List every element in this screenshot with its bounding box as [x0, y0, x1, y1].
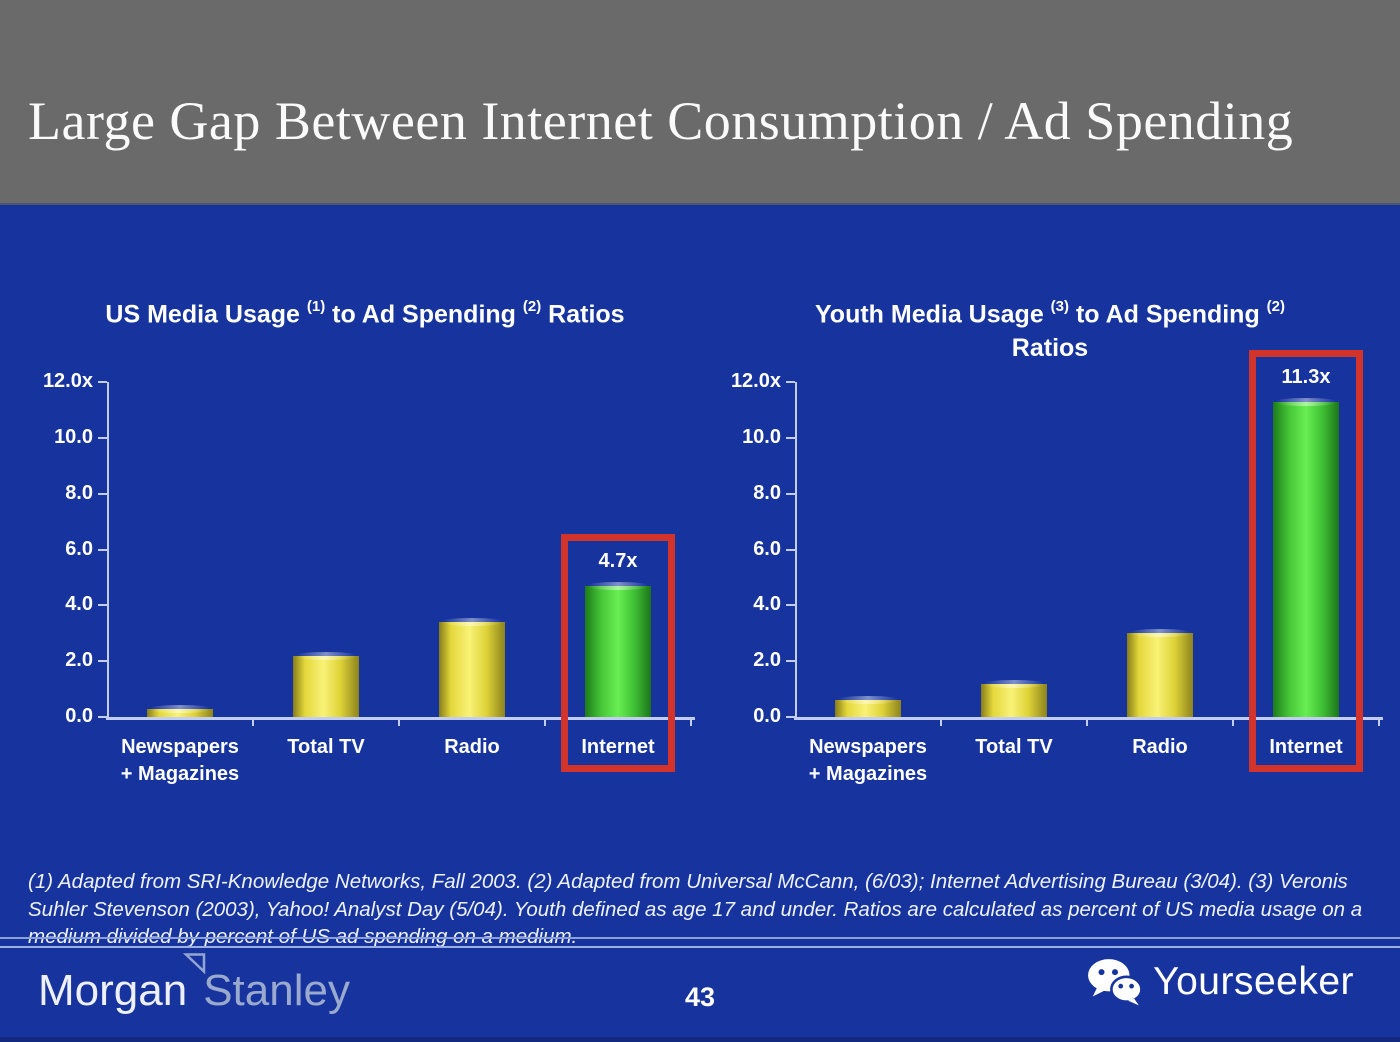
title-band: Large Gap Between Internet Consumption /…: [0, 0, 1400, 205]
bar-top-cap: [1127, 629, 1193, 638]
wechat-icon: [1088, 959, 1143, 1006]
bottom-strip: [0, 1037, 1400, 1042]
y-axis-label: 4.0: [753, 593, 781, 616]
brand-morgan: Morgan: [38, 966, 188, 1015]
bar-total-tv: [293, 651, 359, 717]
category-label-radio: Radio: [444, 736, 500, 758]
y-axis-label: 0.0: [65, 705, 93, 727]
bar-top-cap: [293, 651, 359, 660]
category-label-internet: Internet: [581, 736, 655, 758]
category-label-newspapers: Newspapers + Magazines: [808, 736, 928, 785]
bar-total-tv: [981, 679, 1047, 717]
watermark: Yourseeker: [1087, 958, 1354, 1006]
y-axis-label: 12.0x: [730, 370, 781, 392]
y-axis-tick: [98, 492, 107, 495]
title-superscript: (3): [1050, 298, 1070, 315]
bar-top-cap: [585, 581, 651, 590]
bar-top-cap: [147, 704, 213, 713]
bar-radio: [1127, 629, 1193, 717]
y-axis-tick: [786, 716, 795, 718]
y-axis-label: 10.0: [54, 425, 93, 448]
y-axis-label: 10.0: [742, 425, 781, 448]
watermark-label: Yourseeker: [1153, 960, 1354, 1003]
category-label-radio: Radio: [1132, 736, 1188, 758]
highlight-box: [1249, 349, 1363, 772]
y-axis-tick: [786, 548, 795, 551]
slide-title: Large Gap Between Internet Consumption /…: [28, 91, 1294, 151]
y-axis-label: 8.0: [753, 481, 781, 504]
x-axis-tick: [252, 718, 254, 726]
us-media-chart-title: US Media Usage (1) to Ad Spending (2) Ra…: [105, 298, 625, 329]
y-axis-label: 0.0: [753, 705, 781, 727]
y-axis-label: 2.0: [65, 649, 93, 672]
bar-top-cap: [439, 618, 505, 627]
category-label-total-tv: Total TV: [975, 736, 1053, 758]
footnote: (1) Adapted from SRI-Knowledge Networks,…: [28, 870, 1363, 948]
us-media-chart: 12.0x 10.0 8.0 6.0 4.0 2.0 0.0 Newspapers + Maga…: [43, 370, 695, 785]
bar-newspapers: [835, 696, 901, 717]
x-axis-tick: [398, 718, 400, 726]
y-axis-tick: [98, 716, 107, 718]
x-axis-tick: [1378, 718, 1380, 726]
page-number: 43: [684, 982, 716, 1012]
bar-top-cap: [835, 696, 901, 705]
y-axis-label: 4.0: [65, 593, 93, 616]
bar-newspapers: [147, 704, 213, 717]
category-label-newspapers: Newspapers + Magazines: [120, 736, 240, 785]
highlight-box: [561, 533, 675, 772]
y-axis-label: 6.0: [753, 537, 781, 560]
y-axis-tick: [98, 381, 107, 383]
y-axis-tick: [98, 660, 107, 663]
y-axis-label: 2.0: [753, 649, 781, 672]
youth-media-chart: 12.0x 10.0 8.0 6.0 4.0 2.0 0.0 Newspapers + Maga…: [731, 349, 1383, 785]
title-superscript: (2): [1266, 298, 1286, 315]
y-axis-tick: [786, 604, 795, 607]
y-axis: [795, 382, 797, 720]
y-axis-tick: [98, 548, 107, 551]
bar-top-cap: [1273, 397, 1339, 406]
y-axis-label: 6.0: [65, 537, 93, 560]
bar-top-cap: [981, 679, 1047, 688]
bar-internet: [585, 581, 651, 717]
bar-value-label: 11.3x: [1281, 365, 1331, 388]
brand-stanley: Stanley: [203, 966, 350, 1015]
bar-value-label: 4.7x: [598, 549, 638, 572]
x-axis-tick: [690, 718, 692, 726]
youth-media-chart-title: Youth Media Usage (3) to Ad Spending (2)…: [814, 298, 1286, 363]
y-axis-label: 12.0x: [42, 370, 93, 392]
y-axis: [107, 382, 109, 720]
y-axis-tick: [786, 436, 795, 439]
y-axis-tick: [98, 436, 107, 439]
x-axis-tick: [1086, 718, 1088, 726]
footnote-divider: [0, 937, 1400, 948]
title-superscript: (1): [306, 298, 326, 315]
morgan-stanley-logo: Morgan Stanley: [38, 953, 350, 1016]
x-axis-tick: [544, 718, 546, 726]
title-superscript: (2): [522, 298, 542, 315]
x-axis: [794, 717, 1383, 720]
x-axis-tick: [1232, 718, 1234, 726]
bar-internet: [1273, 397, 1339, 717]
y-axis-tick: [786, 492, 795, 495]
category-label-internet: Internet: [1269, 736, 1343, 758]
morgan-stanley-triangle-icon: [183, 953, 206, 974]
y-axis-tick: [786, 660, 795, 663]
y-axis-tick: [786, 381, 795, 383]
footer: Morgan Stanley 43 Yourseeker: [0, 952, 1400, 1042]
y-axis-tick: [98, 604, 107, 607]
y-axis-label: 8.0: [65, 481, 93, 504]
bar-radio: [439, 618, 505, 717]
x-axis: [106, 717, 695, 720]
x-axis-tick: [940, 718, 942, 726]
category-label-total-tv: Total TV: [287, 736, 365, 758]
